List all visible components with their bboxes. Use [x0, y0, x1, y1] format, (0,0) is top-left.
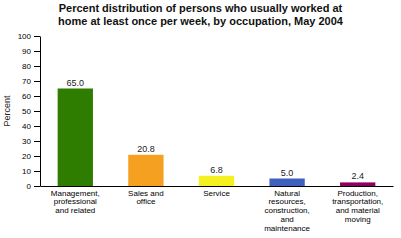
- tick-label-line: and related: [55, 206, 95, 215]
- data-label: 6.8: [210, 165, 223, 175]
- tick-label-line: and: [280, 215, 293, 224]
- tick: 70: [22, 77, 40, 86]
- data-label: 5.0: [281, 168, 294, 178]
- bar: [269, 179, 304, 187]
- tick: Naturalresources,construction,andmainten…: [264, 189, 310, 233]
- tick-label: 20: [22, 152, 31, 161]
- tick-mark: [34, 66, 40, 67]
- tick-label: Production,transportation,and materialmo…: [332, 189, 383, 224]
- title: Percent distribution of persons who usua…: [58, 2, 344, 27]
- tick-label-line: resources,: [268, 197, 305, 206]
- tick-label: 10: [22, 167, 31, 176]
- tick-label-line: professional: [54, 197, 97, 206]
- tick-label-line: Sales and: [128, 189, 164, 198]
- tick: 30: [22, 137, 40, 146]
- tick-mark: [34, 36, 40, 37]
- tick: Service: [203, 189, 230, 198]
- tick: 90: [22, 47, 40, 56]
- tick-label: 50: [22, 107, 31, 116]
- axis-line: [41, 186, 394, 187]
- tick-mark: [34, 186, 40, 187]
- tick-label: Sales andoffice: [128, 189, 164, 207]
- tick-label-line: Management,: [51, 189, 100, 198]
- data-label: 65.0: [67, 78, 85, 88]
- tick: 10: [22, 167, 40, 176]
- tick-label: Service: [203, 189, 230, 198]
- axis-title: Percent: [2, 95, 12, 127]
- tick: 60: [22, 92, 40, 101]
- chart: 65.0 20.8 6.8 5.0 2.4 0 10 20 30 40 50 60 70 80 90 100 M…: [0, 0, 401, 238]
- tick-mark: [34, 171, 40, 172]
- tick-label: 0: [27, 182, 32, 191]
- tick-mark: [34, 156, 40, 157]
- tick-label: 90: [22, 47, 31, 56]
- tick: 40: [22, 122, 40, 131]
- tick: 20: [22, 152, 40, 161]
- tick: Management,professionaland related: [51, 189, 100, 216]
- tick-mark: [34, 126, 40, 127]
- tick-label: 30: [22, 137, 31, 146]
- tick-mark: [34, 81, 40, 82]
- x-axis: Management,professionaland related Sales …: [41, 187, 394, 233]
- tick: 50: [22, 107, 40, 116]
- tick-label-line: office: [136, 197, 156, 206]
- tick-label-line: Production,: [337, 189, 377, 198]
- tick-label: 70: [22, 77, 31, 86]
- data-label: 2.4: [351, 171, 364, 181]
- tick-label: 80: [22, 62, 31, 71]
- data-label: 20.8: [137, 144, 155, 154]
- title-line: Percent distribution of persons who usua…: [59, 2, 343, 14]
- tick: 100: [18, 32, 40, 41]
- tick-mark: [34, 111, 40, 112]
- bar: [340, 182, 375, 186]
- tick-label-line: maintenance: [264, 224, 310, 233]
- tick-mark: [34, 51, 40, 52]
- tick-label-line: transportation,: [332, 197, 383, 206]
- y-axis: 0 10 20 30 40 50 60 70 80 90 100: [18, 32, 41, 191]
- tick: Production,transportation,and materialmo…: [332, 189, 383, 224]
- tick-label-line: Service: [203, 189, 230, 198]
- bars: [58, 89, 376, 187]
- data-labels: 65.0 20.8 6.8 5.0 2.4: [67, 78, 364, 182]
- tick: Sales andoffice: [128, 189, 164, 207]
- tick-label-line: and material: [336, 206, 380, 215]
- bar: [58, 89, 93, 187]
- tick-label: Naturalresources,construction,andmainten…: [264, 189, 310, 233]
- tick-label-line: moving: [345, 215, 371, 224]
- tick-mark: [34, 141, 40, 142]
- tick-label: Management,professionaland related: [51, 189, 100, 216]
- tick-label: 100: [18, 32, 32, 41]
- tick: 0: [27, 182, 40, 191]
- axis-line: [40, 37, 41, 187]
- bar: [128, 155, 163, 186]
- bar: [199, 176, 234, 186]
- tick-label: 40: [22, 122, 31, 131]
- tick-mark: [34, 96, 40, 97]
- tick: 80: [22, 62, 40, 71]
- title-line: home at least once per week, by occupati…: [58, 15, 344, 27]
- tick-label: 60: [22, 92, 31, 101]
- tick-label-line: Natural: [274, 189, 300, 198]
- tick-label-line: construction,: [264, 206, 309, 215]
